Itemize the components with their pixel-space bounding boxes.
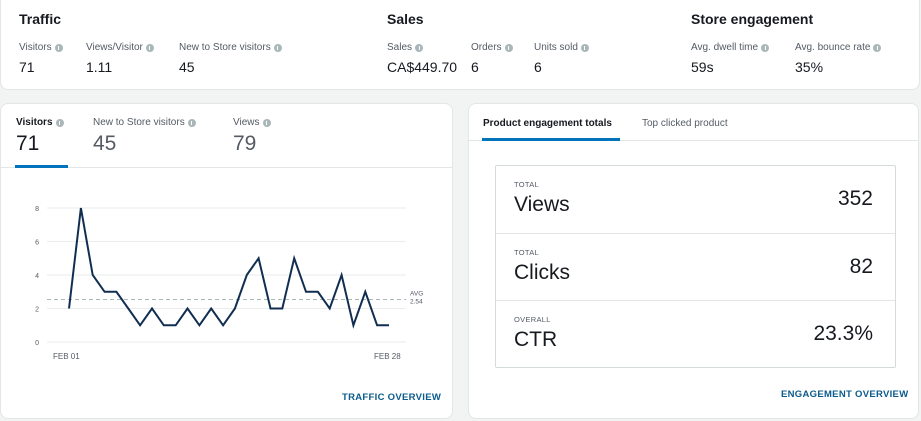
tab-value: 71: [16, 132, 40, 155]
row-caption: TOTAL: [514, 248, 539, 257]
metric-value: 45: [179, 59, 195, 75]
tab-top-clicked-product[interactable]: Top clicked product: [642, 118, 728, 129]
info-icon[interactable]: [187, 118, 196, 127]
metric-label: Orders: [471, 42, 502, 53]
row-value: 23.3%: [813, 322, 873, 345]
x-tick-label-end: FEB 28: [374, 352, 401, 361]
metric-label: Avg. bounce rate: [795, 42, 871, 53]
info-icon[interactable]: [273, 43, 282, 52]
tab-label: New to Store visitors: [93, 117, 185, 128]
metric-bounce-rate: Avg. bounce rate 35%: [795, 42, 882, 75]
visitors-series-line: [68, 207, 389, 329]
metric-value: 6: [471, 59, 479, 75]
info-icon[interactable]: [415, 43, 424, 52]
info-icon[interactable]: [580, 43, 589, 52]
info-icon[interactable]: [761, 43, 770, 52]
active-tab-indicator: [15, 165, 68, 168]
info-icon[interactable]: [54, 43, 63, 52]
metric-visitors: Visitors 71: [19, 42, 63, 75]
metric-dwell-time: Avg. dwell time 59s: [691, 42, 770, 75]
tab-value: 45: [93, 132, 117, 155]
row-name: Clicks: [514, 261, 570, 284]
metric-new-to-store: New to Store visitors 45: [179, 42, 282, 75]
metric-sales: Sales CA$449.70: [387, 42, 457, 75]
info-icon[interactable]: [145, 43, 154, 52]
row-name: Views: [514, 193, 570, 216]
metric-value: 1.11: [86, 59, 113, 75]
info-icon[interactable]: [262, 118, 271, 127]
info-icon[interactable]: [504, 43, 513, 52]
metric-units-sold: Units sold 6: [534, 42, 589, 75]
y-tick-label: 2: [35, 307, 39, 314]
row-name: CTR: [514, 328, 558, 351]
info-icon[interactable]: [55, 118, 64, 127]
metric-views-per-visitor: Views/Visitor 1.11: [86, 42, 154, 75]
tab-new-to-store-visitors[interactable]: New to Store visitors 45: [93, 117, 196, 156]
metric-label: Sales: [387, 42, 413, 53]
engagement-totals-table: TOTAL Views 352 TOTAL Clicks 82 OVERALL …: [495, 165, 896, 368]
traffic-tabs: Visitors 71 New to Store visitors 45 Vie…: [1, 104, 452, 168]
traffic-section-title: Traffic: [19, 11, 62, 27]
average-value: 2.54: [410, 298, 423, 305]
engagement-card: Product engagement totals Top clicked pr…: [468, 103, 919, 419]
traffic-card: Visitors 71 New to Store visitors 45 Vie…: [0, 103, 453, 419]
tab-visitors[interactable]: Visitors 71: [16, 117, 64, 156]
metric-label: Views/Visitor: [86, 42, 143, 53]
tab-value: 79: [233, 132, 257, 155]
tab-views[interactable]: Views 79: [233, 117, 271, 156]
row-caption: OVERALL: [514, 315, 551, 324]
summary-card: Traffic Visitors 71 Views/Visitor 1.11 N…: [0, 0, 920, 90]
y-tick-label: 4: [35, 273, 39, 280]
metric-label: New to Store visitors: [179, 42, 271, 53]
row-clicks: TOTAL Clicks 82: [496, 233, 895, 300]
row-value: 352: [837, 187, 873, 210]
tab-label: Views: [233, 117, 260, 128]
y-tick-label: 8: [35, 206, 39, 213]
engagement-overview-link[interactable]: ENGAGEMENT OVERVIEW: [781, 389, 909, 400]
metric-value: 71: [19, 59, 35, 75]
row-views: TOTAL Views 352: [496, 166, 895, 233]
y-tick-label: 0: [35, 340, 39, 347]
info-icon[interactable]: [873, 43, 882, 52]
engagement-section-title: Store engagement: [691, 11, 814, 27]
metric-value: CA$449.70: [387, 59, 458, 75]
row-ctr: OVERALL CTR 23.3%: [496, 300, 895, 367]
metric-value: 59s: [691, 59, 714, 75]
engagement-tabs: Product engagement totals Top clicked pr…: [469, 104, 918, 141]
sales-section-title: Sales: [387, 11, 424, 27]
average-label: AVG: [410, 290, 423, 297]
metric-orders: Orders 6: [471, 42, 513, 75]
x-tick-label-start: FEB 01: [53, 352, 80, 361]
metric-label: Visitors: [19, 42, 52, 53]
traffic-overview-link[interactable]: TRAFFIC OVERVIEW: [342, 392, 442, 403]
metric-value: 35%: [795, 59, 824, 75]
tab-product-engagement-totals[interactable]: Product engagement totals: [483, 118, 612, 129]
metric-label: Avg. dwell time: [691, 42, 759, 53]
metric-value: 6: [534, 59, 542, 75]
active-tab-indicator: [482, 138, 620, 141]
y-tick-label: 6: [35, 240, 39, 247]
metric-label: Units sold: [534, 42, 578, 53]
row-caption: TOTAL: [514, 180, 539, 189]
tab-label: Visitors: [16, 117, 53, 128]
row-value: 82: [849, 255, 873, 278]
